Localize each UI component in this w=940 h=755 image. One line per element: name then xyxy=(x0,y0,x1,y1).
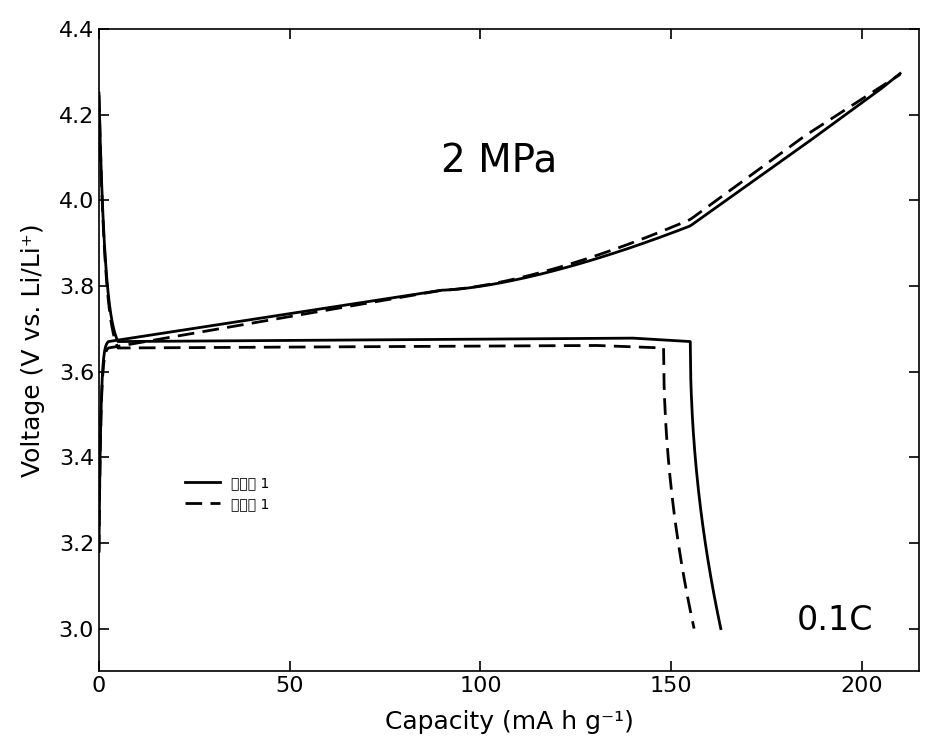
실시예 1 xyxy=(682,337,694,346)
실시예 1 xyxy=(93,88,104,97)
비교예 1 xyxy=(434,342,446,351)
Text: 0.1C: 0.1C xyxy=(797,603,873,636)
X-axis label: Capacity (mA h g⁻¹): Capacity (mA h g⁻¹) xyxy=(384,710,634,734)
비교예 1 xyxy=(668,507,680,516)
Text: 2 MPa: 2 MPa xyxy=(442,143,557,180)
실시예 1 xyxy=(156,337,167,346)
비교예 1 xyxy=(587,341,598,350)
비교예 1 xyxy=(688,624,699,633)
Line: 실시예 1: 실시예 1 xyxy=(99,93,721,629)
비교예 1 xyxy=(659,395,670,404)
실시예 1 xyxy=(514,334,525,344)
Line: 비교예 1: 비교예 1 xyxy=(99,95,694,629)
비교예 1 xyxy=(93,91,104,100)
Legend: 실시예 1, 비교예 1: 실시예 1, 비교예 1 xyxy=(180,470,275,516)
비교예 1 xyxy=(577,341,588,350)
Y-axis label: Voltage (V vs. Li/Li⁺): Voltage (V vs. Li/Li⁺) xyxy=(21,223,45,477)
비교예 1 xyxy=(150,344,162,353)
실시예 1 xyxy=(715,624,727,633)
실시예 1 xyxy=(183,337,195,346)
실시예 1 xyxy=(666,336,678,345)
실시예 1 xyxy=(693,482,704,491)
